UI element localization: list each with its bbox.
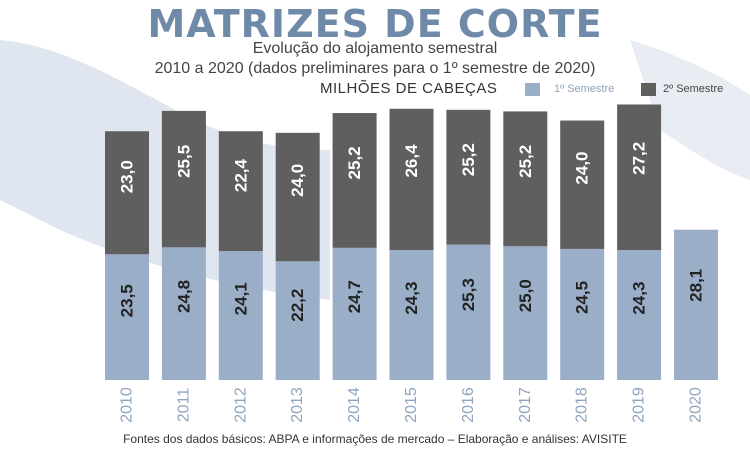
x-tick-label: 2012	[232, 387, 249, 423]
legend-swatch-2nd-semester	[641, 83, 656, 96]
data-label-2nd-semester: 25,2	[459, 143, 478, 176]
data-label-1st-semester: 24,8	[174, 280, 193, 313]
x-tick-label: 2010	[119, 387, 136, 423]
bar-1st-semester	[446, 244, 491, 380]
legend-label-1st-semester: 1º Semestre	[554, 83, 615, 95]
data-label-2nd-semester: 25,2	[516, 145, 535, 178]
data-label-1st-semester: 24,7	[345, 280, 364, 313]
data-label-2nd-semester: 26,4	[402, 144, 421, 178]
bar-1st-semester	[560, 248, 605, 380]
data-label-2nd-semester: 24,0	[288, 164, 307, 197]
legend-label-2nd-semester: 2º Semestre	[663, 83, 724, 95]
x-tick-label: 2020	[688, 387, 705, 423]
bar-2nd-semester	[389, 108, 434, 250]
bar-2nd-semester	[161, 110, 206, 248]
unit-label: MILHÕES DE CABEÇAS	[320, 80, 498, 97]
data-label-2nd-semester: 25,2	[345, 146, 364, 179]
data-label-1st-semester: 24,5	[573, 281, 592, 314]
data-label-1st-semester: 24,1	[231, 282, 250, 315]
bar-1st-semester	[105, 254, 149, 380]
bar-1st-semester	[161, 247, 206, 380]
x-tick-label: 2011	[175, 388, 192, 423]
bar-2nd-semester	[332, 113, 377, 248]
x-tick-label: 2014	[346, 387, 363, 423]
bar-1st-semester	[617, 249, 662, 380]
bar-2nd-semester	[275, 132, 320, 262]
x-tick-label: 2015	[403, 387, 420, 423]
data-label-1st-semester: 24,3	[630, 282, 649, 315]
data-label-1st-semester: 23,5	[118, 284, 137, 317]
x-tick-label: 2013	[289, 387, 306, 423]
bar-1st-semester	[275, 261, 320, 380]
data-label-1st-semester: 25,3	[459, 278, 478, 311]
legend-swatch-1st-semester	[525, 83, 540, 96]
legend: 1º Semestre 2º Semestre	[525, 83, 745, 97]
x-tick-label: 2017	[517, 387, 534, 423]
data-label-2nd-semester: 23,0	[118, 160, 137, 193]
data-label-2nd-semester: 25,5	[174, 145, 193, 178]
bar-2nd-semester	[446, 109, 491, 245]
bar-2nd-semester	[560, 120, 605, 249]
bar-2nd-semester	[105, 131, 149, 255]
data-label-2nd-semester: 27,2	[630, 142, 649, 175]
bar-1st-semester	[389, 249, 434, 380]
bar-2nd-semester	[503, 111, 548, 247]
chart-subtitle-1: Evolução do alojamento semestral	[252, 40, 498, 57]
data-label-2nd-semester: 22,4	[231, 158, 250, 192]
chart-subtitle-2: 2010 a 2020 (dados preliminares para o 1…	[154, 60, 596, 77]
x-tick-label: 2019	[631, 387, 648, 423]
chart-title: MATRIZES DE CORTE	[147, 2, 603, 46]
bar-1st-semester	[503, 246, 548, 380]
data-label-1st-semester: 25,0	[516, 279, 535, 312]
bar-1st-semester	[332, 247, 377, 380]
bar-1st-semester	[674, 229, 718, 380]
data-label-1st-semester: 22,2	[288, 289, 307, 322]
data-label-1st-semester: 28,1	[687, 269, 706, 302]
x-tick-label: 2016	[460, 387, 477, 423]
bar-2nd-semester	[617, 104, 662, 250]
source-note: Fontes dos dados básicos: ABPA e informa…	[123, 432, 627, 446]
data-label-1st-semester: 24,3	[402, 282, 421, 315]
data-label-2nd-semester: 24,0	[573, 151, 592, 184]
bar-1st-semester	[218, 251, 263, 380]
bar-2nd-semester	[218, 131, 263, 252]
x-tick-label: 2018	[574, 387, 591, 423]
